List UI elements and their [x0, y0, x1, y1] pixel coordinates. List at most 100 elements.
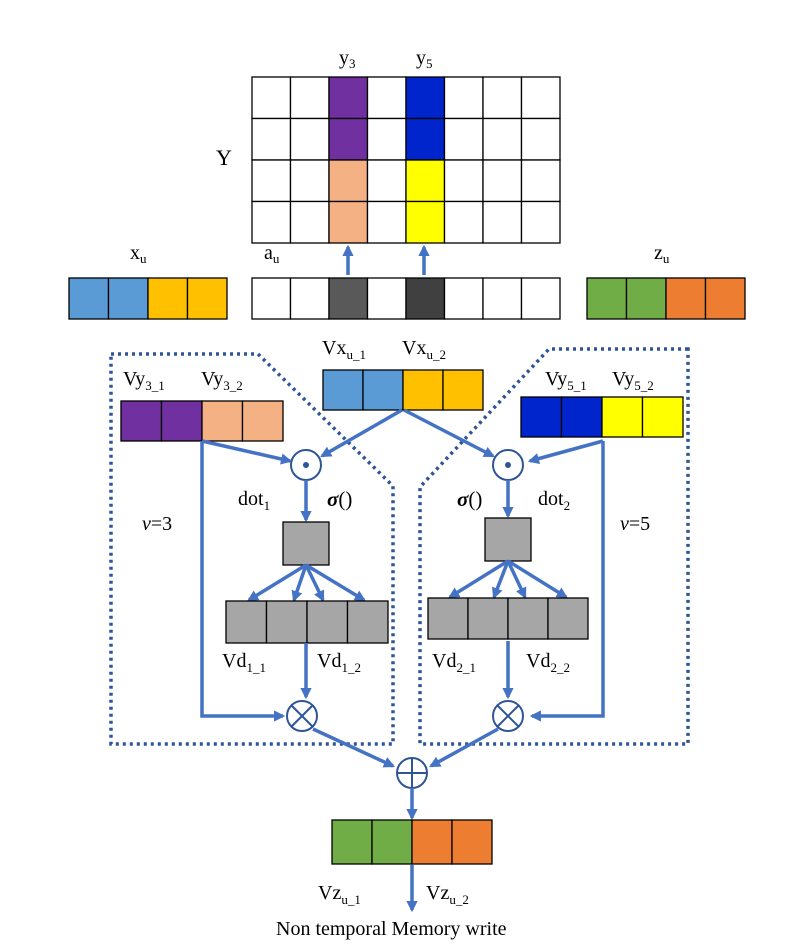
- column-y3-label: y3: [339, 47, 356, 71]
- matrix-Y-cell: [328, 159, 369, 203]
- vector-Vd1: [225, 600, 389, 644]
- x-u-cell: [68, 277, 110, 320]
- matrix-Y-cell: [366, 117, 407, 161]
- v-equals-3-label: v=3: [142, 513, 172, 535]
- x-u-cell: [186, 277, 228, 320]
- vd-1-2-label: Vd1_2: [317, 650, 361, 675]
- arrow-vx-to-dot2: [403, 408, 495, 458]
- vx-u-cell: [402, 369, 444, 411]
- sigma-box-right: [484, 517, 532, 562]
- a-u-cell: [289, 277, 330, 320]
- sigma-right-label: σ(): [457, 487, 482, 511]
- sum-op: [396, 757, 428, 789]
- dot1-label: dot1: [238, 488, 270, 513]
- matrix-Y-cell: [482, 117, 523, 161]
- vy3-cell: [120, 400, 163, 442]
- sigma-box-left: [282, 521, 330, 566]
- matrix-Y-cell: [251, 117, 292, 161]
- arrow-mult2-to-sum: [429, 727, 499, 768]
- vd-2-2-label: Vd2_2: [526, 650, 570, 675]
- vx-u-1-label: Vxu_1: [322, 337, 366, 362]
- vector-Vd2: [427, 597, 589, 640]
- vy5-cell: [560, 396, 603, 438]
- matrix-Y-cells: [251, 76, 561, 244]
- matrix-Y-cell: [520, 117, 561, 161]
- fanout-right: [448, 559, 568, 600]
- vector-Vy5: [520, 396, 684, 438]
- vd-2-1-label: Vd2_1: [432, 650, 476, 675]
- vz-u-cell: [451, 819, 493, 865]
- arrow-mult1-to-sum: [312, 727, 396, 768]
- matrix-Y-cell: [443, 200, 484, 244]
- vx-u-2-label: Vxu_2: [402, 337, 446, 362]
- matrix-Y-cell: [289, 117, 330, 161]
- vy-3-1-label: Vy3_1: [123, 368, 165, 393]
- vector-Vz-u: [331, 819, 493, 865]
- x-u-cell: [147, 277, 189, 320]
- matrix-Y-cell: [443, 117, 484, 161]
- vz-u-1-label: Vzu_1: [318, 882, 361, 907]
- matrix-Y-cell: [289, 76, 330, 120]
- matrix-Y-cell: [289, 200, 330, 244]
- vd2-cell: [547, 597, 589, 640]
- left-dashed-group: [109, 352, 395, 746]
- vy5-cell: [520, 396, 563, 438]
- x-u-cell: [107, 277, 149, 320]
- vy5-cell: [601, 396, 644, 438]
- z-u-cell: [586, 277, 628, 320]
- arrow-vy5-to-mult2: [529, 441, 605, 722]
- z-u-cell: [665, 277, 707, 320]
- caption: Non temporal Memory write: [276, 918, 507, 940]
- vd1-cell: [265, 600, 308, 644]
- vx-u-cell: [322, 369, 364, 411]
- column-y5-label: y5: [416, 47, 433, 71]
- z-u-cell: [704, 277, 746, 320]
- dot-product-2-op: [492, 449, 524, 481]
- matrix-Y-cell: [366, 159, 407, 203]
- arrow-vx-to-dot1: [320, 408, 403, 458]
- vd2-cell: [467, 597, 509, 640]
- vy-5-2-label: Vy5_2: [612, 368, 654, 393]
- vd1-cell: [306, 600, 349, 644]
- matrix-Y-cell: [443, 159, 484, 203]
- vz-u-cell: [411, 819, 453, 865]
- matrix-Y-cell: [443, 76, 484, 120]
- a-u-cell: [366, 277, 407, 320]
- v-equals-5-label: v=5: [620, 513, 650, 535]
- vector-Vy3: [120, 400, 284, 442]
- vy5-cell: [641, 396, 684, 438]
- a-u-cell: [328, 277, 369, 320]
- matrix-Y-cell: [328, 117, 369, 161]
- matrix-Y-cell: [482, 159, 523, 203]
- matrix-Y-cell: [289, 159, 330, 203]
- multiply-2-op: [492, 700, 524, 732]
- z-u-cell: [625, 277, 667, 320]
- fanout-left: [247, 563, 366, 603]
- matrix-Y-cell: [405, 200, 446, 244]
- vy3-cell: [241, 400, 284, 442]
- vector-z-u-label: zu: [654, 242, 670, 266]
- vector-a-u: [251, 277, 561, 320]
- vd2-cell: [427, 597, 469, 640]
- vx-u-cell: [442, 369, 484, 411]
- vd1-cell: [346, 600, 389, 644]
- a-u-cell: [405, 277, 446, 320]
- vd-1-1-label: Vd1_1: [222, 650, 266, 675]
- multiply-1-op: [286, 700, 318, 732]
- sigma-left-label: σ(): [327, 487, 352, 511]
- matrix-Y-cell: [520, 200, 561, 244]
- matrix-Y-cell: [251, 76, 292, 120]
- vd2-cell: [507, 597, 549, 640]
- vy3-cell: [160, 400, 203, 442]
- vy-5-1-label: Vy5_1: [545, 368, 587, 393]
- matrix-Y-cell: [405, 159, 446, 203]
- matrix-Y-cell: [520, 159, 561, 203]
- matrix-Y-cell: [328, 200, 369, 244]
- a-u-cell: [251, 277, 292, 320]
- matrix-Y-cell: [251, 159, 292, 203]
- arrow-vy3-to-mult1: [200, 441, 286, 722]
- a-u-cell: [443, 277, 484, 320]
- matrix-Y-cell: [366, 200, 407, 244]
- vz-u-2-label: Vzu_2: [426, 882, 469, 907]
